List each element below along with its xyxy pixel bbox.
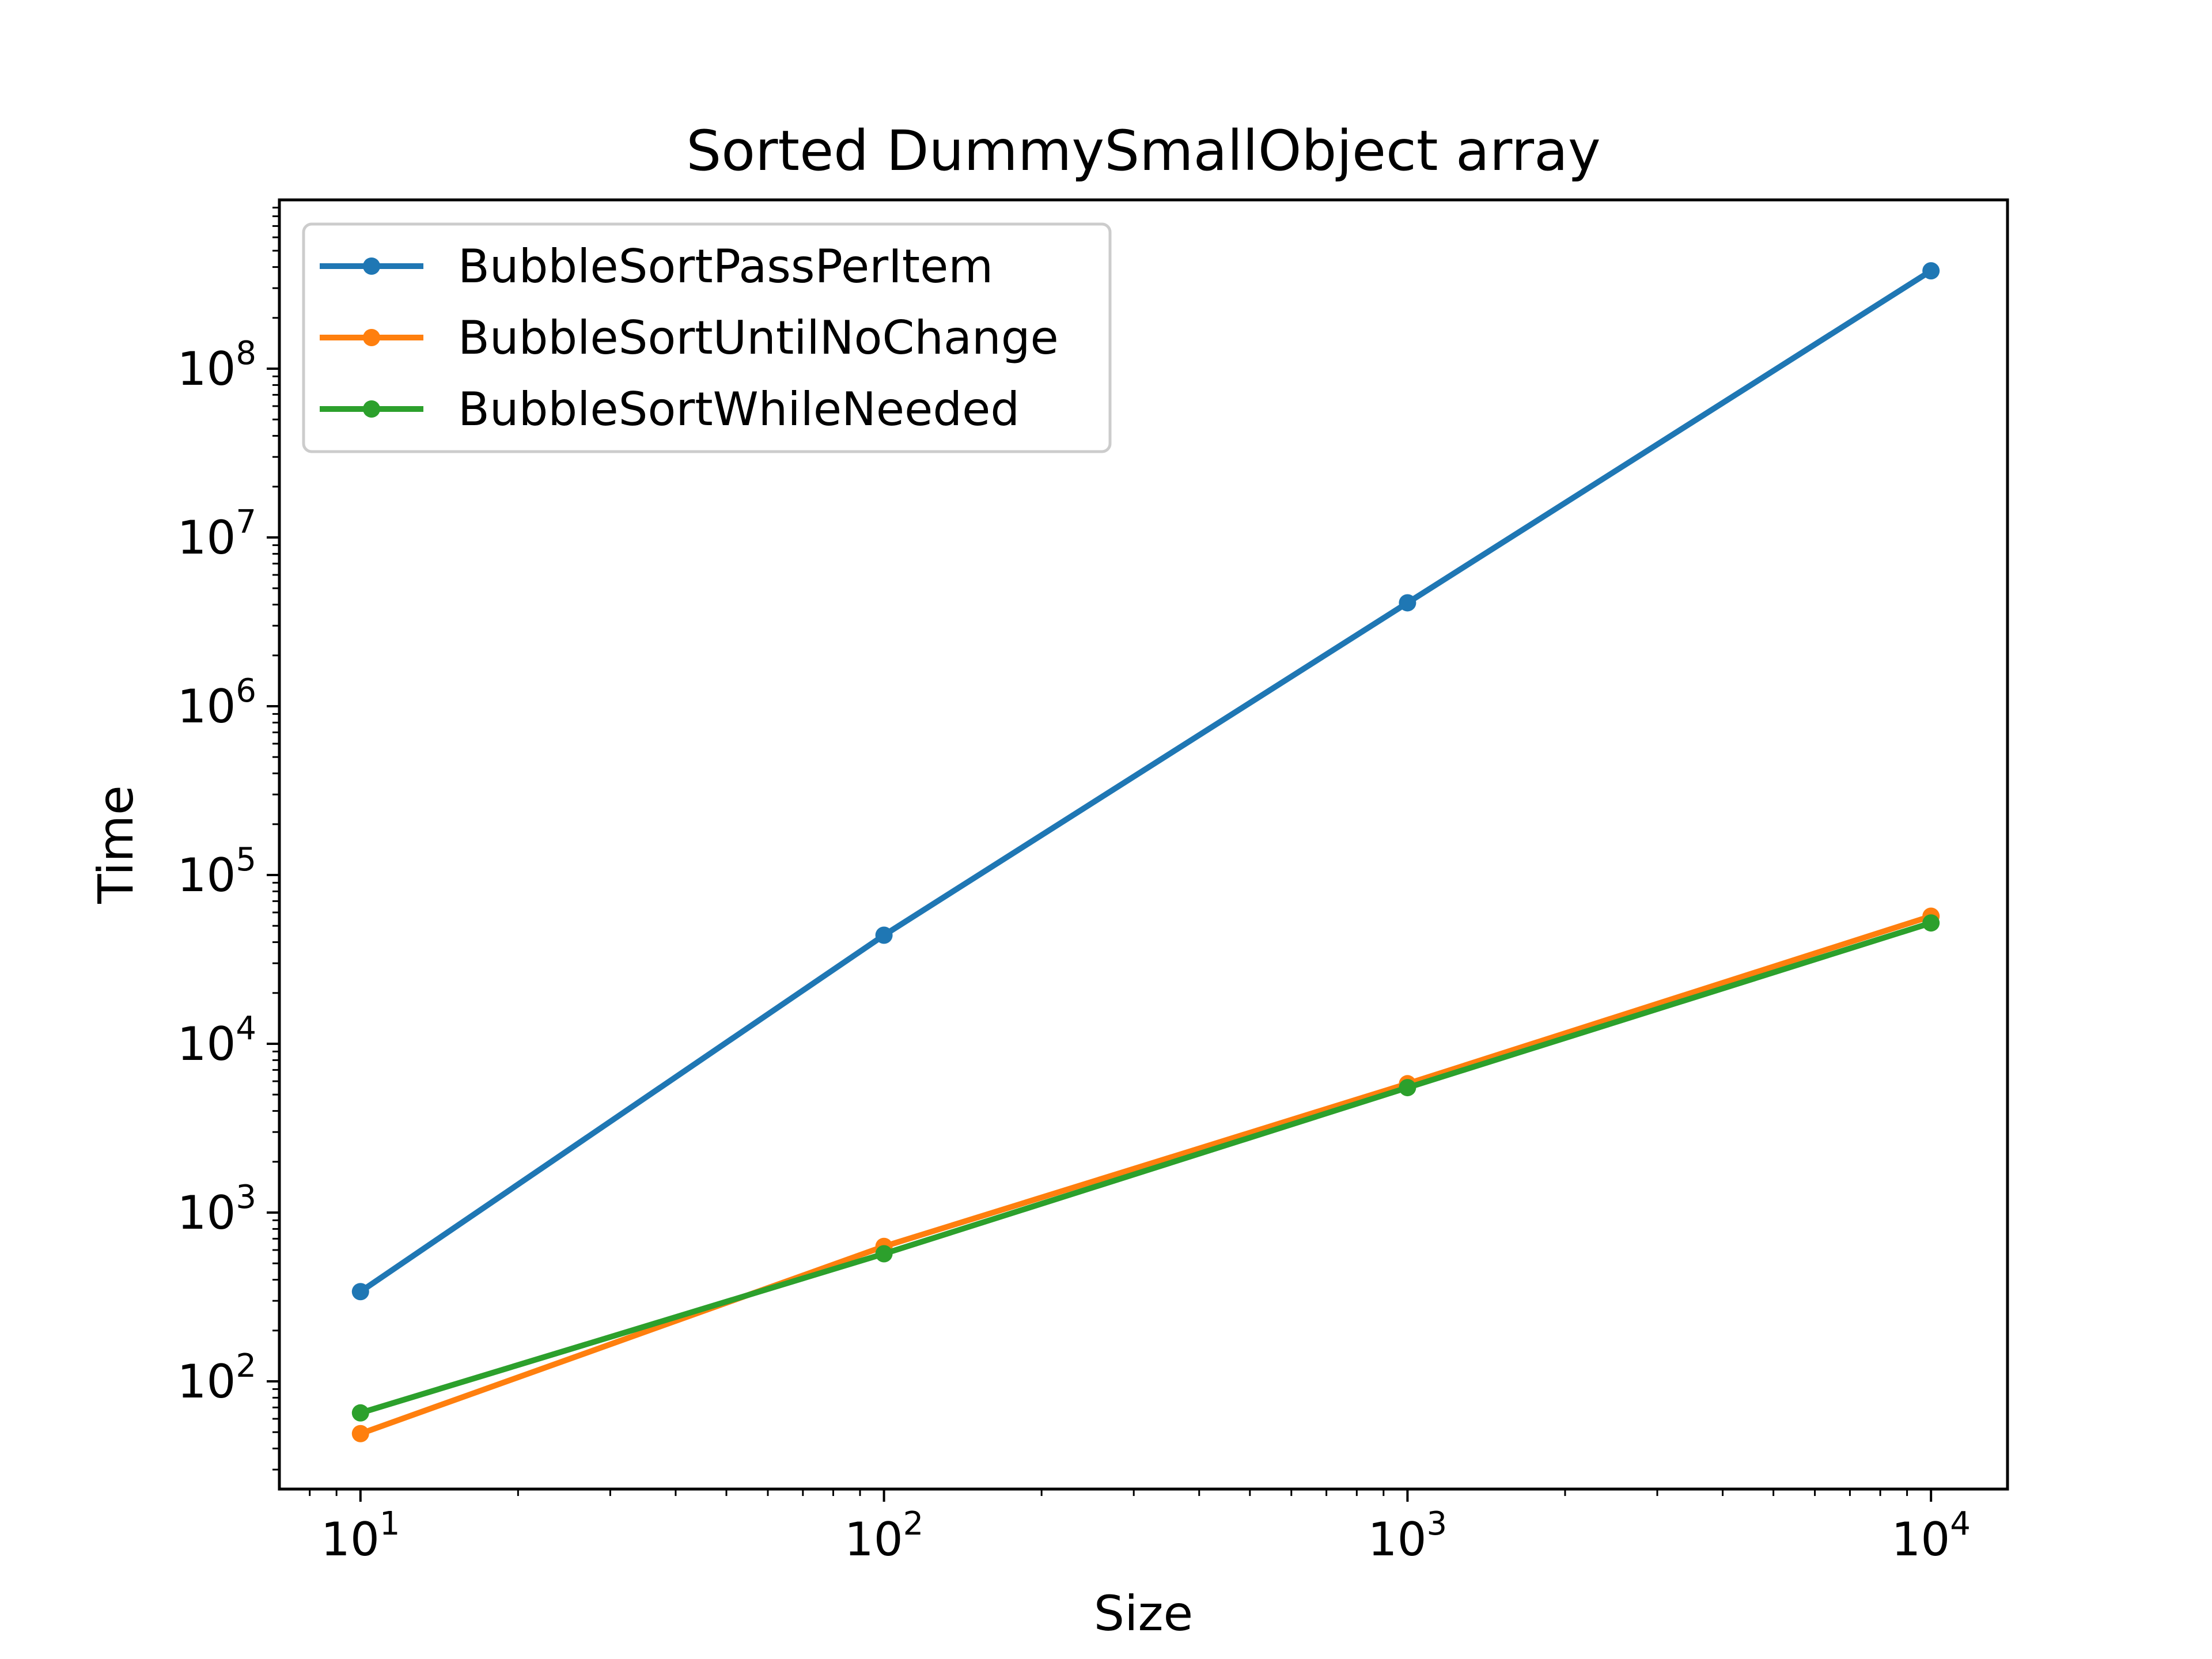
series-3-point	[351, 1404, 369, 1422]
series-3-point	[1922, 914, 1940, 932]
series-1-point	[351, 1283, 369, 1301]
x-tick-label: 104	[1891, 1505, 1970, 1566]
legend-label-2: BubbleSortUntilNoChange	[458, 311, 1059, 365]
y-tick-exponent: 6	[236, 672, 256, 710]
series-line-1	[356, 267, 1936, 1296]
legend-marker-1	[363, 257, 380, 275]
y-tick-exponent: 7	[236, 503, 256, 541]
legend-label-3: BubbleSortWhileNeeded	[458, 382, 1020, 436]
major-ticks	[267, 367, 1933, 1502]
series-3-point	[1399, 1079, 1416, 1097]
x-tick-exponent: 4	[1950, 1505, 1971, 1543]
y-tick-label: 105	[177, 841, 256, 902]
y-tick-label: 103	[177, 1179, 256, 1240]
series-line-3	[357, 919, 1935, 1417]
y-tick-labels: 102 103 104 105 106 107 108	[177, 335, 256, 1408]
y-tick-exponent: 2	[236, 1347, 256, 1385]
y-tick-exponent: 5	[236, 841, 256, 878]
legend-entries: BubbleSortPassPerItem BubbleSortUntilNoCh…	[320, 240, 1059, 436]
x-tick-label: 101	[321, 1505, 400, 1566]
y-tick-exponent: 4	[236, 1010, 256, 1047]
series-1-point	[1922, 262, 1940, 280]
x-axis-label: Size	[1094, 1585, 1193, 1642]
plot-frame	[278, 198, 2009, 1491]
x-tick-label: 103	[1368, 1505, 1447, 1566]
chart-title: Sorted DummySmallObject array	[686, 119, 1600, 183]
x-tick-exponent: 3	[1426, 1505, 1447, 1543]
y-tick-exponent: 8	[236, 335, 256, 372]
y-tick-label: 106	[177, 672, 256, 733]
legend-marker-2	[363, 329, 380, 346]
y-tick-label: 102	[177, 1347, 256, 1408]
series-line-2	[357, 912, 1935, 1438]
y-tick-exponent: 3	[236, 1179, 256, 1216]
y-tick-label: 108	[177, 335, 256, 396]
x-tick-labels: 101 102 103 104	[321, 1505, 1971, 1566]
legend-marker-3	[363, 400, 380, 418]
x-tick-exponent: 2	[903, 1505, 924, 1543]
legend-label-1: BubbleSortPassPerItem	[458, 240, 993, 293]
series-1-point	[875, 926, 893, 944]
x-tick-exponent: 1	[380, 1505, 400, 1543]
series-2-point	[351, 1425, 369, 1442]
y-axis-label: Time	[88, 785, 144, 904]
y-tick-label: 104	[177, 1010, 256, 1071]
series-layer	[351, 262, 1940, 1442]
y-tick-label: 107	[177, 503, 256, 565]
series-3-point	[875, 1245, 893, 1263]
x-tick-label: 102	[844, 1505, 923, 1566]
legend: BubbleSortPassPerItem BubbleSortUntilNoCh…	[302, 222, 1112, 453]
series-1-point	[1399, 594, 1416, 612]
legend-frame	[302, 222, 1112, 453]
